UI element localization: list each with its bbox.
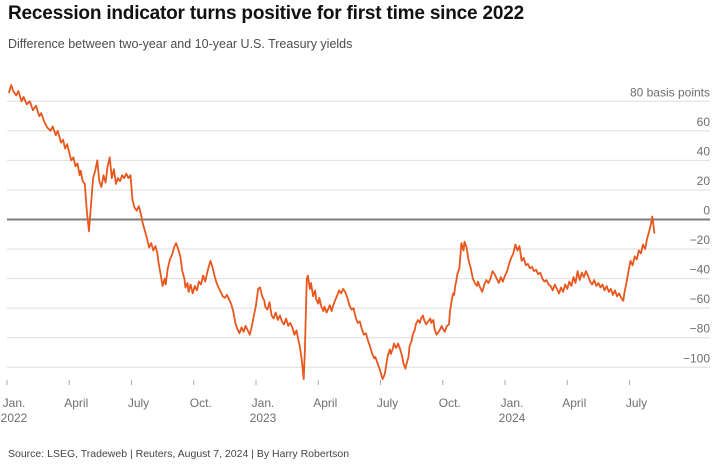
y-axis-label: −20 bbox=[690, 233, 711, 247]
y-axis-label: −40 bbox=[690, 263, 711, 277]
x-axis-label: July bbox=[128, 396, 149, 410]
chart-subtitle: Difference between two-year and 10-year … bbox=[8, 37, 353, 51]
x-axis-year-label: 2024 bbox=[499, 411, 526, 425]
x-axis-label: Oct. bbox=[439, 396, 461, 410]
x-axis-label: April bbox=[562, 396, 586, 410]
y-axis-label: 20 bbox=[697, 174, 711, 188]
x-axis-year-label: 2023 bbox=[250, 411, 277, 425]
y-axis-label: 0 bbox=[703, 204, 710, 218]
y-axis-label: −80 bbox=[690, 322, 711, 336]
x-axis-label: July bbox=[377, 396, 398, 410]
y-axis-label: −100 bbox=[683, 351, 710, 365]
source-attribution: Source: LSEG, Tradeweb | Reuters, August… bbox=[8, 448, 350, 460]
x-axis-label: April bbox=[64, 396, 88, 410]
y-axis-label: 40 bbox=[697, 144, 711, 158]
x-axis-label: Oct. bbox=[190, 396, 212, 410]
x-axis-label: Jan. bbox=[501, 396, 524, 410]
treasury-spread-line bbox=[8, 84, 656, 380]
x-axis-label: Jan. bbox=[252, 396, 275, 410]
page-title: Recession indicator turns positive for f… bbox=[8, 3, 524, 24]
x-axis-year-label: 2022 bbox=[1, 411, 28, 425]
y-axis-label: −60 bbox=[690, 292, 711, 306]
y-axis-label: 60 bbox=[697, 115, 711, 129]
x-axis-label: April bbox=[313, 396, 337, 410]
y-axis-label: 80 basis points bbox=[630, 85, 710, 99]
x-axis-label: July bbox=[626, 396, 647, 410]
x-axis-label: Jan. bbox=[3, 396, 26, 410]
